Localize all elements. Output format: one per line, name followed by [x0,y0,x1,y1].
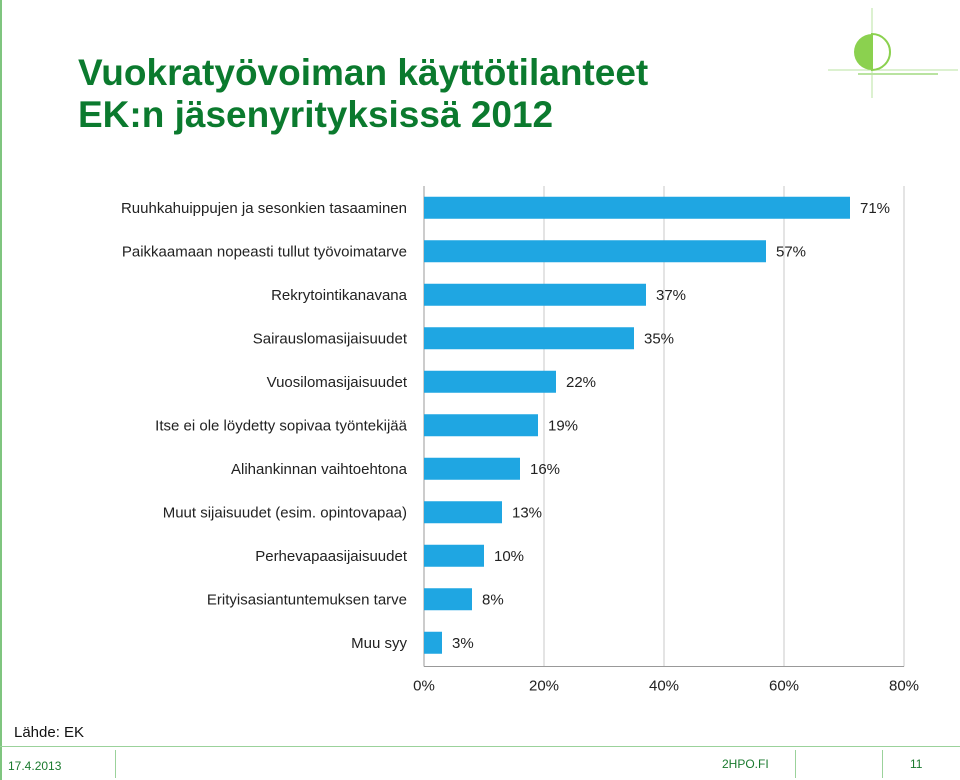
footer-separator [882,750,883,778]
value-label: 16% [530,461,560,478]
footer-date: 17.4.2013 [8,759,62,773]
chart-bars [424,196,850,654]
left-accent-rule [0,0,2,780]
category-label: Itse ei ole löydetty sopivaa työntekijää [155,417,407,434]
x-tick-label: 20% [529,678,559,695]
bar [424,283,646,306]
value-label: 10% [494,548,524,565]
source-note: Lähde: EK [14,724,85,741]
bar [424,370,556,393]
category-label: Vuosilomasijaisuudet [267,374,408,391]
company-logo [828,8,958,98]
footer-site: 2HPO.FI [722,757,769,771]
bar [424,240,766,263]
x-tick-label: 60% [769,678,799,695]
footer-separator [115,750,116,778]
footer-separator [795,750,796,778]
footer-divider [0,746,960,747]
chart-value-labels: 71% 57% 37% 35% 22% 19% 16% 13% 10% 8% 3% [452,200,890,652]
category-label: Sairauslomasijaisuudet [253,330,408,347]
category-label: Muu syy [351,635,407,652]
bar [424,414,538,437]
category-label: Muut sijaisuudet (esim. opintovapaa) [163,504,407,521]
bar [424,501,502,524]
bar [424,631,442,654]
bar [424,457,520,480]
value-label: 3% [452,635,474,652]
value-label: 71% [860,200,890,217]
chart-category-labels: Ruuhkahuippujen ja sesonkien tasaaminen P… [121,200,408,652]
page-title: Vuokratyövoiman käyttötilanteet EK:n jäs… [78,52,648,136]
bar [424,588,472,611]
bar-chart: Ruuhkahuippujen ja sesonkien tasaaminen P… [121,186,919,695]
title-line-1: Vuokratyövoiman käyttötilanteet [78,52,649,93]
x-tick-label: 0% [413,678,435,695]
x-tick-label: 40% [649,678,679,695]
bar [424,327,634,350]
category-label: Alihankinnan vaihtoehtona [231,461,408,478]
category-label: Paikkaamaan nopeasti tullut työvoimatarv… [122,243,407,260]
value-label: 13% [512,504,542,521]
bar [424,544,484,567]
value-label: 57% [776,243,806,260]
bar [424,196,850,219]
value-label: 22% [566,374,596,391]
value-label: 8% [482,591,504,608]
category-label: Erityisasiantuntemuksen tarve [207,591,407,608]
category-label: Ruuhkahuippujen ja sesonkien tasaaminen [121,200,407,217]
value-label: 35% [644,330,674,347]
chart-x-ticks: 0% 20% 40% 60% 80% [413,678,919,695]
x-tick-label: 80% [889,678,919,695]
page-number: 11 [910,757,923,771]
value-label: 37% [656,287,686,304]
category-label: Rekrytointikanavana [271,287,408,304]
category-label: Perhevapaasijaisuudet [255,548,408,565]
title-line-2: EK:n jäsenyrityksissä 2012 [78,94,554,135]
value-label: 19% [548,417,578,434]
